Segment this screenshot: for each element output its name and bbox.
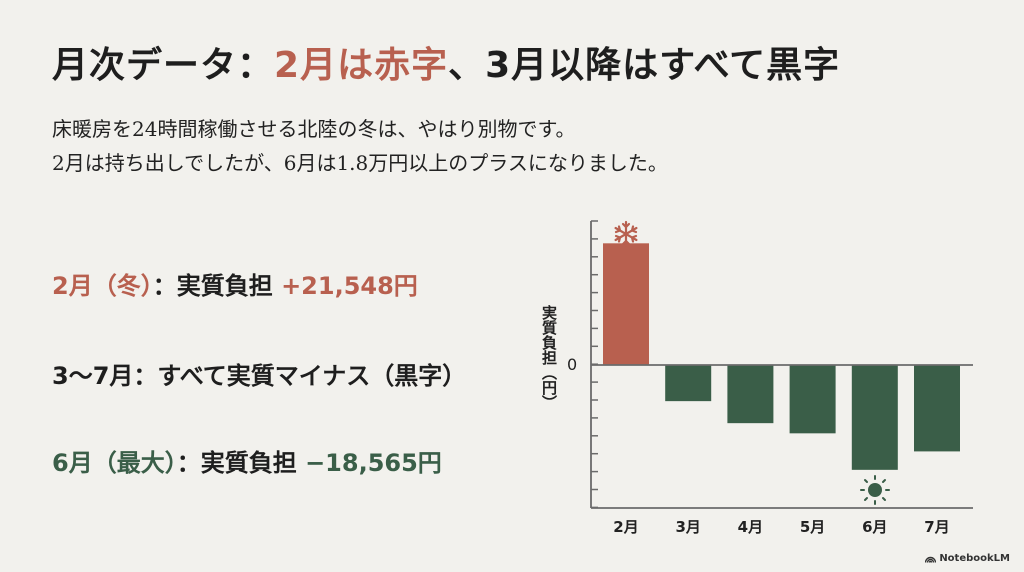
brand-text: NotebookLM <box>939 553 1010 564</box>
bar-5 <box>789 365 836 434</box>
point-text: ：実質負担 <box>176 449 306 477</box>
point-text: ：すべて実質マイナス（黒字） <box>133 362 467 390</box>
sun-icon <box>860 475 890 505</box>
bar-4 <box>727 365 774 424</box>
subtitle-line: 床暖房を24時間稼働させる北陸の冬は、やはり別物です。 <box>52 117 576 141</box>
title-prefix: 月次データ： <box>52 45 275 86</box>
point-february: 2月（冬）：実質負担 +21,548円 <box>52 266 418 301</box>
snowflake-icon <box>614 220 638 248</box>
point-lead: 3〜7月 <box>52 362 134 390</box>
x-tick-label: 7月 <box>924 518 950 536</box>
x-tick-label: 3月 <box>675 518 701 536</box>
bar-3 <box>665 365 712 402</box>
title-highlight: 2月は赤字 <box>274 45 449 86</box>
x-tick-label: 5月 <box>799 518 826 536</box>
point-value: −18,565円 <box>305 449 442 477</box>
point-lead: 2月（冬） <box>52 272 153 300</box>
point-value: +21,548円 <box>281 272 418 300</box>
x-tick-label: 6月 <box>862 518 888 536</box>
brand-watermark: NotebookLM <box>925 553 1010 564</box>
subtitle: 床暖房を24時間稼働させる北陸の冬は、やはり別物です。 2月は持ち出しでしたが、… <box>52 112 668 180</box>
point-june: 6月（最大）：実質負担 −18,565円 <box>52 443 442 478</box>
title-suffix: 、3月以降はすべて黒字 <box>448 45 841 86</box>
point-march-july: 3〜7月：すべて実質マイナス（黒字） <box>52 356 466 391</box>
y-tick-zero: 0 <box>567 355 578 374</box>
bars <box>603 243 960 470</box>
bar-6 <box>851 365 898 470</box>
point-lead: 6月（最大） <box>52 449 177 477</box>
bar-7 <box>914 365 960 452</box>
notebooklm-logo-icon <box>925 556 937 563</box>
x-tick-label: 2月 <box>613 518 639 536</box>
x-tick-label: 4月 <box>737 518 764 536</box>
y-axis-label: 実質負担（円） <box>540 305 558 410</box>
page-title: 月次データ：2月は赤字、3月以降はすべて黒字 <box>52 36 840 88</box>
subtitle-line: 2月は持ち出しでしたが、6月は1.8万円以上のプラスになりました。 <box>52 151 668 175</box>
bar-2 <box>603 243 649 365</box>
point-text: ：実質負担 <box>152 272 282 300</box>
